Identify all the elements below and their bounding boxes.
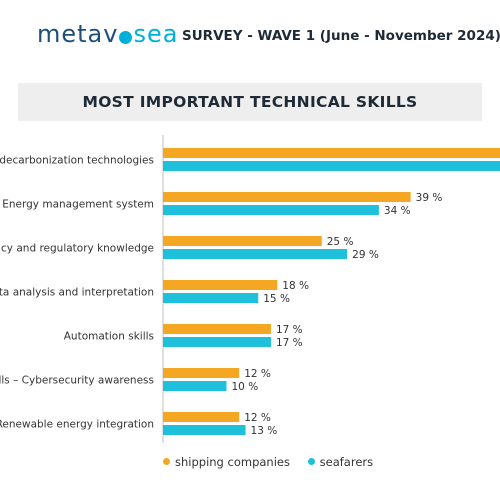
- logo-text-part2: sea: [133, 20, 179, 48]
- legend: shipping companies seafarers: [163, 454, 387, 470]
- chart-title-band: MOST IMPORTANT TECHNICAL SKILLS: [18, 83, 482, 121]
- bar-seafarers: [163, 381, 227, 391]
- bar-shipping: [163, 368, 240, 378]
- logo-text-part1: metav: [37, 20, 119, 48]
- bar-shipping: [163, 412, 240, 422]
- bar-seafarers: [163, 249, 348, 259]
- data-label: 12 %: [244, 368, 271, 380]
- category-label: ta analysis and interpretation: [0, 287, 154, 299]
- data-label: 12 %: [244, 412, 271, 424]
- header: metav sea SURVEY - WAVE 1 (June - Novembe…: [0, 0, 500, 70]
- bar-shipping: [163, 236, 322, 246]
- data-label: 17 %: [276, 337, 303, 349]
- data-label: 10 %: [232, 381, 259, 393]
- category-label: Renewable energy integration: [0, 419, 154, 431]
- bar-seafarers: [163, 161, 500, 171]
- category-label: Energy management system: [2, 199, 154, 211]
- bar-seafarers: [163, 293, 259, 303]
- category-label: decarbonization technologies: [0, 155, 154, 167]
- bar-seafarers: [163, 425, 246, 435]
- bar-seafarers: [163, 337, 271, 347]
- survey-title: SURVEY - WAVE 1 (June - November 2024): [182, 28, 500, 44]
- data-label: 17 %: [276, 324, 303, 336]
- legend-item-shipping: shipping companies: [163, 454, 290, 470]
- legend-item-seafarers: seafarers: [307, 454, 374, 470]
- legend-dot-seafarers: [307, 458, 315, 465]
- metavosea-logo: metav sea: [37, 20, 178, 48]
- bar-shipping: [163, 280, 278, 290]
- bar-shipping: [163, 192, 411, 202]
- category-label: lls – Cybersecurity awareness: [0, 375, 154, 387]
- data-label: 29 %: [352, 249, 379, 261]
- data-label: 15 %: [263, 293, 290, 305]
- chart-title: MOST IMPORTANT TECHNICAL SKILLS: [82, 93, 418, 111]
- data-label: 39 %: [416, 192, 443, 204]
- legend-dot-shipping: [163, 458, 170, 465]
- category-label: cy and regulatory knowledge: [1, 243, 154, 255]
- category-label: Automation skills: [64, 331, 154, 343]
- legend-label-shipping: shipping companies: [175, 455, 290, 469]
- data-label: 18 %: [282, 280, 309, 292]
- bar-shipping: [163, 324, 271, 334]
- legend-label-seafarers: seafarers: [319, 455, 374, 469]
- bar-seafarers: [163, 205, 379, 215]
- data-label: 13 %: [251, 425, 278, 437]
- bar-shipping: [163, 148, 500, 158]
- logo-wave-icon: [119, 31, 133, 44]
- data-label: 25 %: [327, 236, 354, 248]
- data-label: 34 %: [384, 205, 411, 217]
